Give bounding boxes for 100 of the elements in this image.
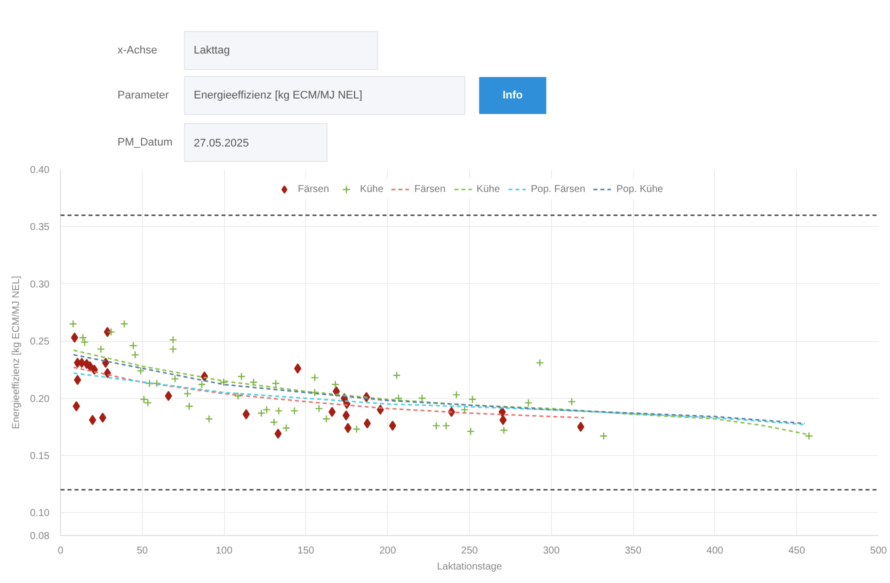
point	[74, 374, 82, 386]
point	[204, 414, 214, 423]
text: Lakttag	[194, 44, 230, 56]
point	[99, 412, 106, 423]
text: PM_Datum	[117, 136, 173, 148]
x-tick-label: 250	[461, 546, 478, 556]
text: Parameter	[117, 90, 170, 102]
point	[272, 379, 280, 388]
point	[600, 432, 608, 440]
point	[152, 379, 161, 388]
point	[442, 422, 450, 430]
point	[129, 342, 138, 350]
x-axis-title: Laktationstage	[436, 562, 502, 572]
x-tick-label: 0	[58, 546, 64, 556]
y-tick-label: 0.40	[30, 165, 50, 176]
y-tick-label: 0.25	[30, 336, 50, 348]
point	[344, 422, 352, 434]
point	[70, 332, 78, 343]
point	[131, 350, 140, 359]
legend-label: Färsen	[414, 184, 446, 194]
point	[452, 390, 461, 399]
x-tick-label: 150	[298, 546, 315, 556]
point	[804, 432, 814, 440]
x-tick-label: 350	[624, 546, 642, 556]
point	[242, 409, 250, 420]
point	[120, 320, 128, 328]
legend-label: Pop. Färsen	[530, 184, 586, 194]
point	[314, 404, 324, 413]
point	[290, 406, 299, 415]
point	[185, 402, 194, 410]
x-tick-label: 500	[870, 546, 888, 556]
line-series	[72, 354, 806, 424]
point	[90, 364, 98, 375]
line-series	[72, 349, 811, 436]
point	[220, 378, 228, 386]
point	[96, 344, 106, 354]
point	[168, 344, 178, 354]
y-tick-label: 0.10	[30, 508, 50, 520]
point	[88, 414, 96, 426]
point	[394, 394, 403, 402]
point	[86, 361, 94, 372]
point	[136, 366, 145, 375]
point	[536, 358, 544, 367]
legend-label: Pop. Kühe	[616, 184, 664, 194]
point	[524, 398, 532, 407]
point	[274, 428, 282, 439]
point	[164, 390, 172, 402]
text: Info	[502, 90, 524, 102]
legend-label: Kühe	[360, 184, 384, 194]
point	[270, 418, 278, 426]
point	[107, 328, 116, 336]
y-tick-label: 0.20	[30, 394, 50, 405]
point	[392, 371, 401, 380]
text: 27.05.2025	[194, 138, 249, 150]
x-tick-label: 100	[216, 546, 233, 556]
point	[170, 374, 180, 383]
y-axis-title: Energieeffizienz [kg ECM/MJ NEL]	[11, 276, 22, 430]
point	[468, 395, 477, 404]
legend-label: Kühe	[476, 184, 500, 194]
legend-label: Färsen	[298, 184, 330, 194]
point	[104, 368, 112, 378]
point	[282, 424, 290, 432]
point	[418, 394, 426, 402]
point	[198, 380, 206, 389]
x-tick-label: 300	[542, 546, 560, 556]
point	[249, 378, 258, 386]
point	[499, 414, 507, 426]
point	[322, 414, 330, 423]
point	[72, 401, 80, 412]
x-tick-label: 200	[379, 546, 396, 556]
point	[352, 425, 361, 434]
point	[500, 426, 508, 434]
point	[331, 380, 340, 389]
point	[168, 336, 178, 344]
y-tick-label: 0.15	[30, 450, 50, 462]
point	[78, 334, 88, 342]
y-tick-label: 0.08	[30, 531, 50, 542]
point	[432, 422, 440, 430]
point	[310, 374, 319, 382]
y-tick-label: 0.35	[30, 222, 50, 234]
text: x-Achse	[117, 44, 158, 56]
point	[328, 406, 336, 418]
point	[237, 372, 246, 381]
x-tick-label: 450	[788, 546, 806, 556]
x-tick-label: 50	[136, 546, 148, 556]
point	[274, 406, 283, 415]
line-series	[72, 372, 806, 426]
point	[144, 398, 152, 407]
point	[234, 392, 242, 400]
point	[577, 422, 584, 432]
point	[389, 420, 396, 431]
x-tick-label: 400	[706, 546, 724, 556]
point	[183, 390, 192, 398]
point	[68, 320, 78, 328]
point	[568, 398, 576, 406]
y-tick-label: 0.30	[30, 279, 50, 290]
text: Energieeffizienz [kg ECM/MJ NEL]	[194, 90, 362, 102]
point	[466, 427, 475, 436]
point	[102, 358, 110, 368]
point	[80, 338, 89, 346]
